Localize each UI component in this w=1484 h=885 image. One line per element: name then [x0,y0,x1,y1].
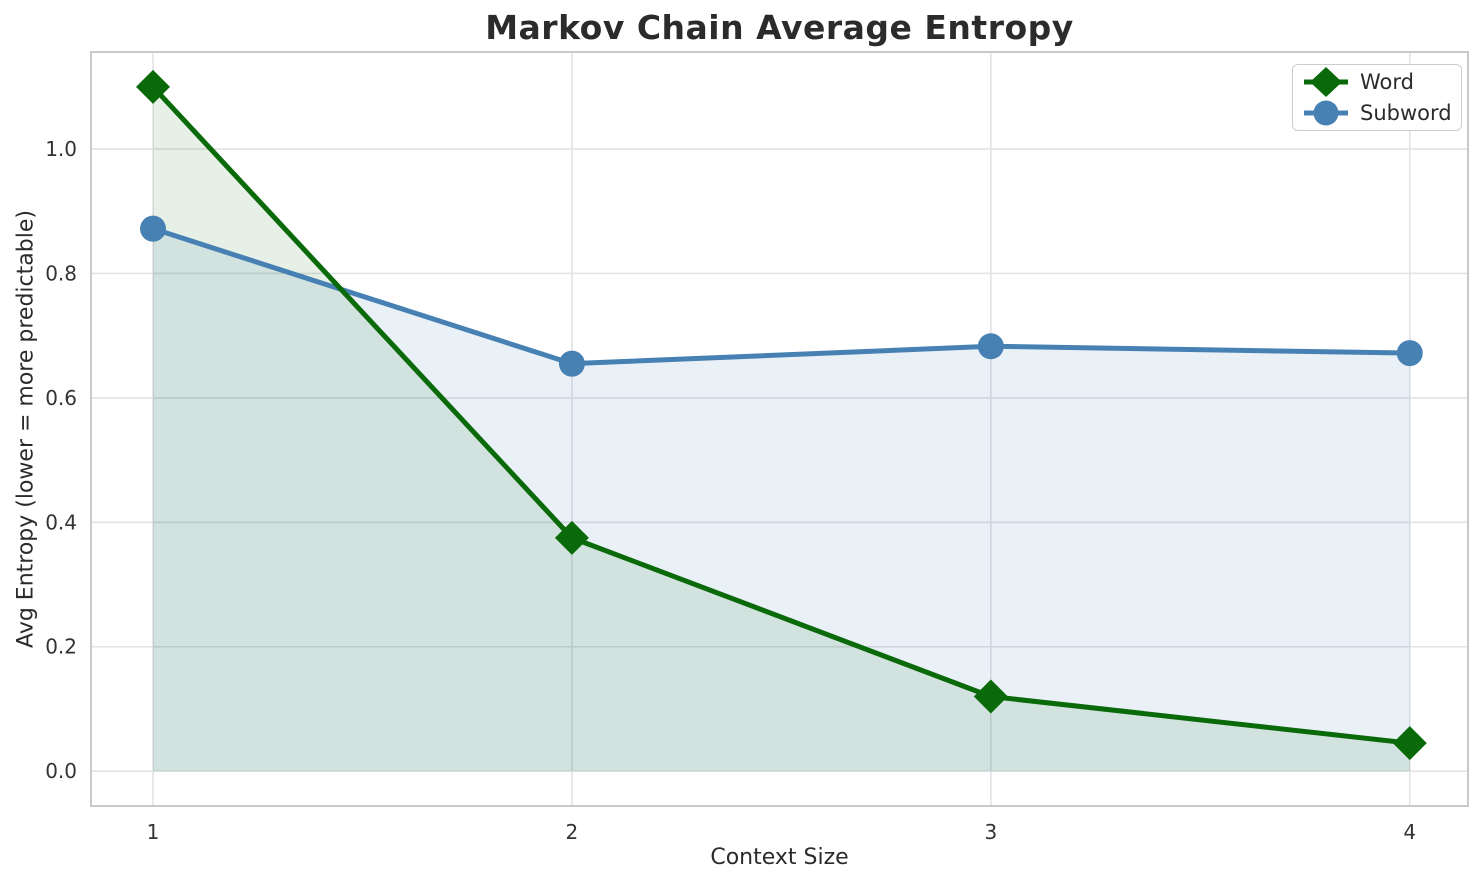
x-axis-title: Context Size [710,845,849,870]
svg-text:2: 2 [566,820,579,844]
svg-text:0.8: 0.8 [45,261,77,285]
chart-title: Markov Chain Average Entropy [485,8,1074,47]
svg-text:1.0: 1.0 [45,137,77,161]
legend-label-word: Word [1360,69,1414,94]
svg-text:0.0: 0.0 [45,759,77,783]
svg-text:1: 1 [147,820,160,844]
svg-text:3: 3 [984,820,997,844]
svg-text:0.6: 0.6 [45,386,77,410]
legend-item-subword: Subword [1301,98,1453,128]
legend-label-subword: Subword [1360,100,1452,125]
subword-series-marker-icon [1304,100,1348,126]
legend-item-word: Word [1301,67,1453,97]
word-series-marker-icon [1304,67,1348,97]
svg-text:0.4: 0.4 [45,510,77,534]
legend: Word Subword [1292,64,1462,131]
svg-text:0.2: 0.2 [45,635,77,659]
y-axis-title: Avg Entropy (lower = more predictable) [13,210,39,648]
svg-text:4: 4 [1403,820,1416,844]
